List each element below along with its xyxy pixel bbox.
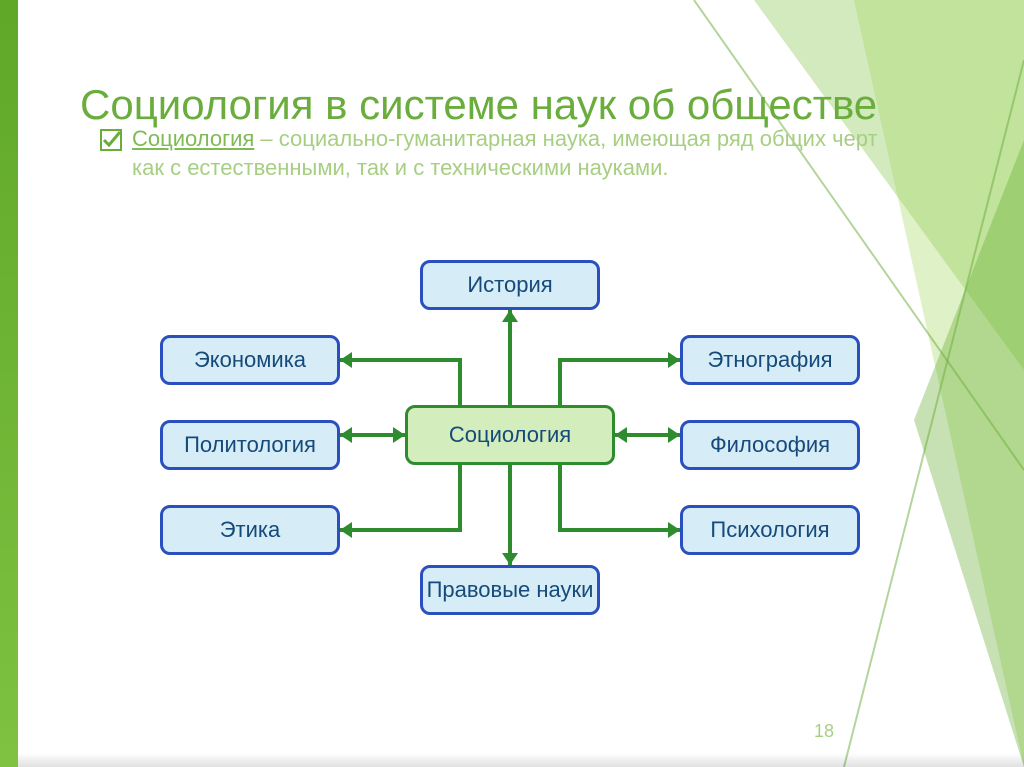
- arrowhead-in-politology: [393, 427, 405, 443]
- arrowhead-philosophy: [668, 427, 680, 443]
- arrowhead-economy: [340, 352, 352, 368]
- node-history: История: [420, 260, 600, 310]
- page-number: 18: [814, 721, 834, 742]
- diagram-area: Социология История Экономика Этнография Поли…: [100, 230, 920, 650]
- left-accent-bar: [0, 0, 18, 767]
- arrowhead-politology: [340, 427, 352, 443]
- edge-economy: [340, 360, 460, 405]
- edge-ethics: [340, 465, 460, 530]
- arrowhead-psychology: [668, 522, 680, 538]
- arrowhead-ethnography: [668, 352, 680, 368]
- arrowhead-ethics: [340, 522, 352, 538]
- node-psychology: Психология: [680, 505, 860, 555]
- arrowhead-law: [502, 553, 518, 565]
- bullet-text: Социология – социально-гуманитарная наук…: [132, 125, 900, 182]
- bottom-shadow: [18, 753, 1024, 767]
- arrowhead-in-philosophy: [615, 427, 627, 443]
- node-economy: Экономика: [160, 335, 340, 385]
- edge-ethnography: [560, 360, 680, 405]
- bullet-block: Социология – социально-гуманитарная наук…: [100, 125, 900, 182]
- node-politology: Политология: [160, 420, 340, 470]
- arrowhead-history: [502, 310, 518, 322]
- node-philosophy: Философия: [680, 420, 860, 470]
- edge-psychology: [560, 465, 680, 530]
- slide-title: Социология в системе наук об обществе: [80, 82, 877, 128]
- node-ethics: Этика: [160, 505, 340, 555]
- node-law: Правовые науки: [420, 565, 600, 615]
- checkmark-icon: [100, 129, 122, 151]
- node-ethnography: Этнография: [680, 335, 860, 385]
- center-node: Социология: [405, 405, 615, 465]
- bullet-term: Социология: [132, 126, 254, 151]
